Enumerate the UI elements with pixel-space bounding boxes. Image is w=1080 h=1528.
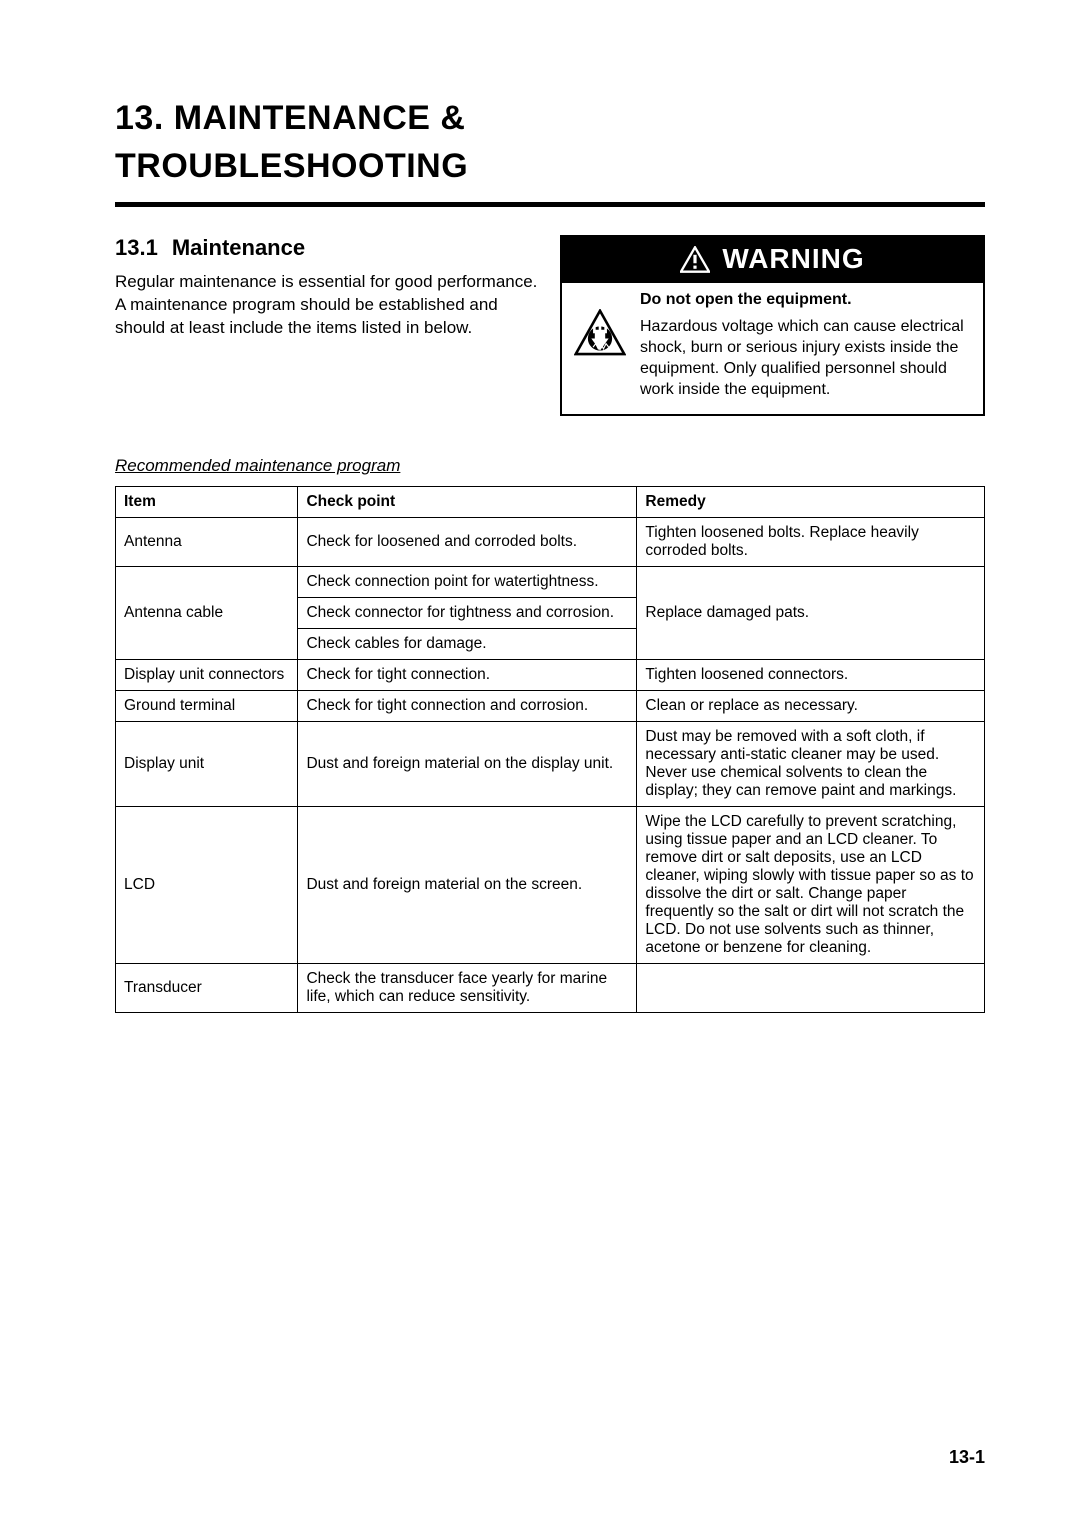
cell-check: Check connector for tightness and corros… <box>298 598 637 629</box>
warning-icon-cell <box>572 291 628 400</box>
warning-body-text: Hazardous voltage which can cause electr… <box>640 317 971 400</box>
cell-item: Antenna <box>116 518 298 567</box>
cell-check: Check the transducer face yearly for mar… <box>298 964 637 1013</box>
right-column: WARNING <box>560 235 985 416</box>
table-row: Antenna Check for loosened and corroded … <box>116 518 985 567</box>
chapter-title-line2: TROUBLESHOOTING <box>115 147 468 185</box>
table-header-row: Item Check point Remedy <box>116 487 985 518</box>
cell-check: Check for tight connection. <box>298 660 637 691</box>
cell-remedy: Clean or replace as necessary. <box>637 691 985 722</box>
section-paragraph: Regular maintenance is essential for goo… <box>115 271 540 340</box>
cell-check: Check for tight connection and corrosion… <box>298 691 637 722</box>
table-caption: Recommended maintenance program <box>115 456 985 476</box>
maintenance-table: Item Check point Remedy Antenna Check fo… <box>115 486 985 1013</box>
chapter-number: 13. <box>115 99 164 137</box>
cell-remedy: Replace damaged pats. <box>637 567 985 660</box>
warning-triangle-icon <box>680 246 710 273</box>
cell-item: Display unit connectors <box>116 660 298 691</box>
table-row: LCD Dust and foreign material on the scr… <box>116 807 985 964</box>
warning-header: WARNING <box>562 237 983 283</box>
left-column: 13.1 Maintenance Regular maintenance is e… <box>115 235 540 416</box>
cell-check: Check for loosened and corroded bolts. <box>298 518 637 567</box>
electric-shock-icon <box>574 309 626 361</box>
cell-check: Check connection point for watertightnes… <box>298 567 637 598</box>
chapter-title-line1: MAINTENANCE & <box>174 99 466 137</box>
table-row: Display unit connectors Check for tight … <box>116 660 985 691</box>
cell-remedy: Tighten loosened bolts. Replace heavily … <box>637 518 985 567</box>
warning-header-text: WARNING <box>722 243 864 275</box>
cell-check: Check cables for damage. <box>298 629 637 660</box>
section-number: 13.1 <box>115 235 158 260</box>
page-number: 13-1 <box>949 1447 985 1468</box>
cell-remedy: Dust may be removed with a soft cloth, i… <box>637 722 985 807</box>
chapter-rule <box>115 202 985 207</box>
cell-remedy: Wipe the LCD carefully to prevent scratc… <box>637 807 985 964</box>
chapter-title: 13. MAINTENANCE & TROUBLESHOOTING <box>115 95 985 190</box>
table-row: Display unit Dust and foreign material o… <box>116 722 985 807</box>
warning-box: WARNING <box>560 235 985 416</box>
cell-item: Ground terminal <box>116 691 298 722</box>
section-title: Maintenance <box>172 235 305 260</box>
table-row: Antenna cable Check connection point for… <box>116 567 985 598</box>
table-row: Transducer Check the transducer face yea… <box>116 964 985 1013</box>
cell-remedy: Tighten loosened connectors. <box>637 660 985 691</box>
header-check: Check point <box>298 487 637 518</box>
cell-item: LCD <box>116 807 298 964</box>
section-heading: 13.1 Maintenance <box>115 235 540 261</box>
cell-remedy <box>637 964 985 1013</box>
cell-item: Display unit <box>116 722 298 807</box>
cell-item: Transducer <box>116 964 298 1013</box>
cell-item: Antenna cable <box>116 567 298 660</box>
header-item: Item <box>116 487 298 518</box>
cell-check: Dust and foreign material on the display… <box>298 722 637 807</box>
cell-check: Dust and foreign material on the screen. <box>298 807 637 964</box>
table-row: Ground terminal Check for tight connecti… <box>116 691 985 722</box>
header-remedy: Remedy <box>637 487 985 518</box>
warning-bold-line: Do not open the equipment. <box>640 291 971 309</box>
